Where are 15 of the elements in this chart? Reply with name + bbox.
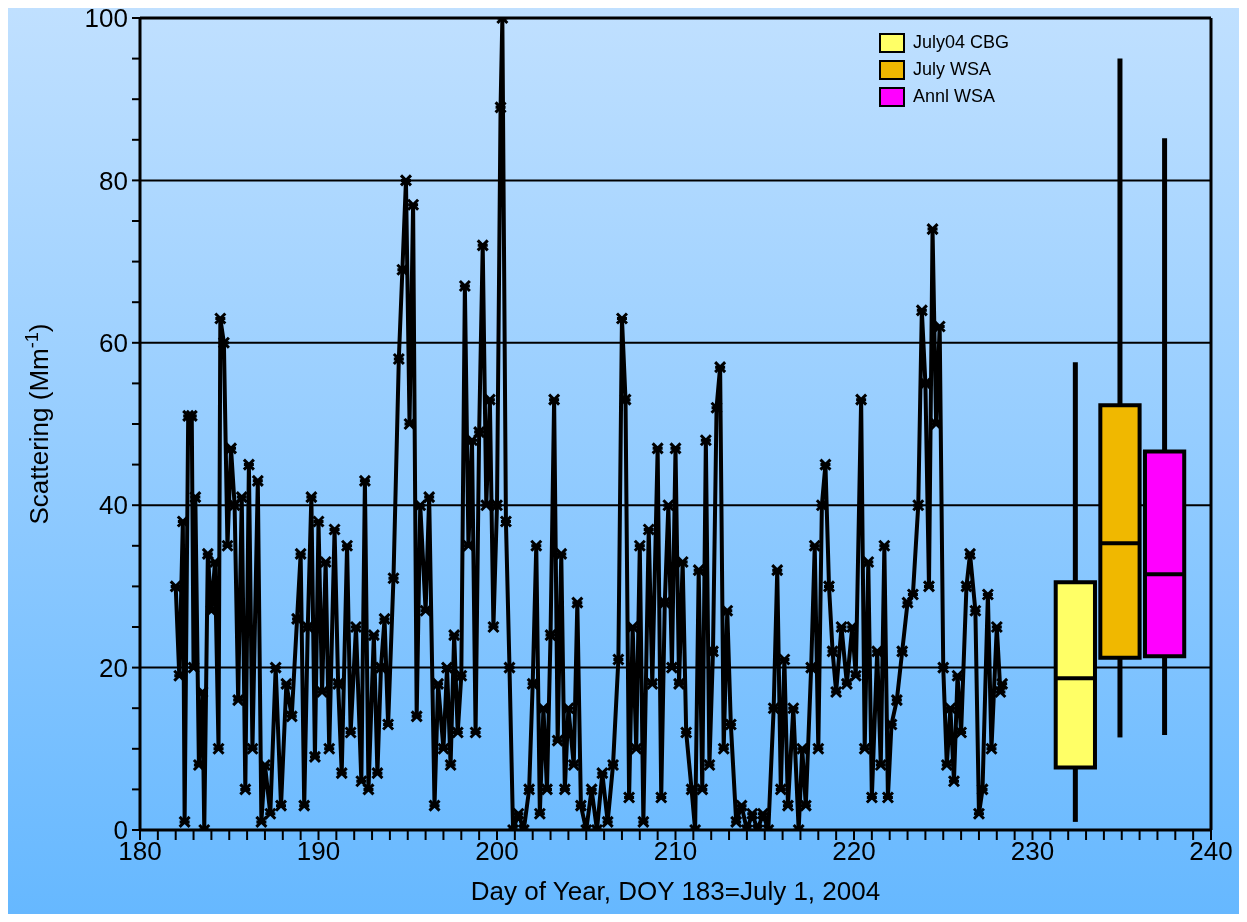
legend-label: July WSA (912, 59, 991, 80)
x-tick-label: 190 (296, 836, 341, 867)
y-tick-label: 100 (84, 3, 128, 34)
x-tick-label: 240 (1189, 836, 1233, 867)
legend-label: July04 CBG (912, 32, 1009, 53)
x-tick-label: 220 (832, 836, 876, 867)
x-tick-label: 230 (1010, 836, 1055, 867)
legend-label: Annl WSA (912, 86, 995, 107)
y-tick-label: 40 (99, 490, 128, 521)
x-tick-label: 200 (475, 836, 519, 867)
y-tick-label: 60 (99, 328, 128, 359)
x-axis-title: Day of Year, DOY 183=July 1, 2004 (470, 876, 881, 906)
y-tick-label: 20 (99, 652, 128, 683)
x-tick-label: 210 (653, 836, 698, 867)
y-tick-label: 80 (99, 165, 128, 196)
